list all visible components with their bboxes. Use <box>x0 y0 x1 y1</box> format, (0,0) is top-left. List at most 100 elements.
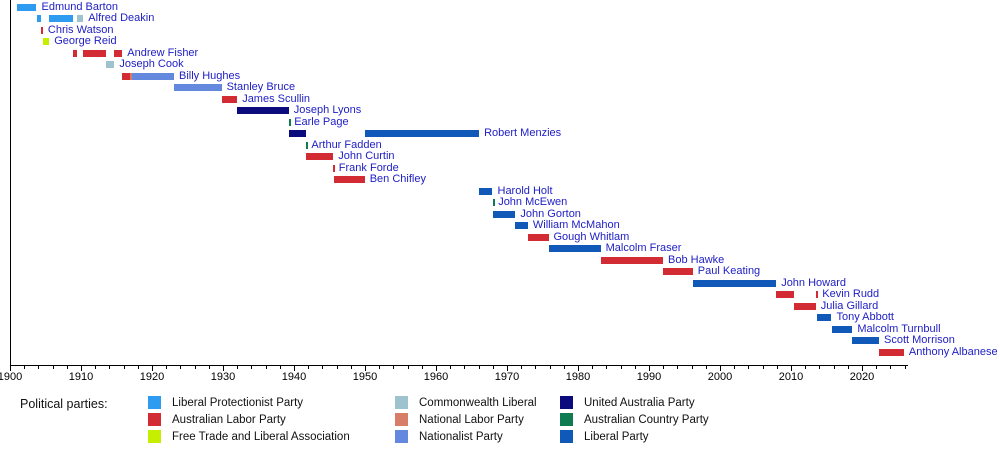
pm-label: Earle Page <box>294 115 349 128</box>
term-bar <box>305 141 308 149</box>
minor-tick <box>450 365 452 369</box>
legend-swatch <box>395 413 408 426</box>
major-tick <box>294 365 295 371</box>
legend-item-label: Liberal Party <box>584 431 649 443</box>
pm-label: Paul Keating <box>697 265 761 277</box>
major-tick <box>436 365 437 371</box>
minor-tick <box>677 365 679 369</box>
y-axis-line <box>10 0 11 365</box>
term-bar <box>493 210 516 218</box>
term-bar <box>492 199 495 206</box>
minor-tick <box>251 365 253 369</box>
pm-label: Robert Menzies <box>484 127 562 139</box>
major-tick <box>649 365 650 371</box>
minor-tick <box>180 365 182 369</box>
minor-tick <box>478 365 480 369</box>
minor-tick <box>663 365 665 369</box>
minor-tick <box>265 365 267 369</box>
minor-tick <box>123 365 125 369</box>
minor-tick <box>833 365 835 369</box>
term-bar <box>815 291 818 298</box>
pm-label: Julia Gillard <box>820 299 879 312</box>
x-tick-label: 1980 <box>565 371 591 383</box>
legend-item-label: Free Trade and Liberal Association <box>172 431 350 443</box>
minor-tick <box>521 365 523 369</box>
term-bar <box>221 95 238 103</box>
minor-tick <box>308 365 310 369</box>
minor-tick <box>52 365 54 369</box>
legend-swatch <box>560 396 573 409</box>
term-bar <box>306 153 334 160</box>
term-bar <box>364 130 480 137</box>
minor-tick <box>421 365 423 369</box>
x-tick-label: 1940 <box>281 371 307 383</box>
term-bar <box>49 15 73 22</box>
pm-label: Edmund Barton <box>41 0 118 13</box>
x-axis-line <box>10 365 909 366</box>
pm-label: Tony Abbott <box>836 311 895 323</box>
pm-label: John McEwen <box>498 196 568 208</box>
minor-tick <box>350 365 352 369</box>
term-bar <box>663 268 693 275</box>
x-tick-label: 1970 <box>494 371 520 383</box>
pm-label: Stanley Bruce <box>226 81 296 93</box>
minor-tick <box>109 365 111 369</box>
legend-item-label: Australian Country Party <box>584 414 709 426</box>
term-bar <box>122 72 130 80</box>
major-tick <box>720 365 721 371</box>
term-bar <box>852 337 879 344</box>
term-bar <box>831 325 853 333</box>
pm-label: Arthur Fadden <box>311 138 382 151</box>
minor-tick <box>137 365 139 369</box>
minor-tick <box>24 365 26 369</box>
pm-label: Joseph Cook <box>119 58 184 70</box>
x-tick-label: 1910 <box>68 371 94 383</box>
pm-label: John Gorton <box>520 207 581 220</box>
term-bar <box>776 291 795 298</box>
legend-swatch <box>395 430 408 443</box>
minor-tick <box>776 365 778 369</box>
legend-item-label: Liberal Protectionist Party <box>172 397 304 409</box>
major-tick <box>223 365 224 371</box>
minor-tick <box>847 365 849 369</box>
major-tick <box>507 365 508 371</box>
minor-tick <box>748 365 750 369</box>
pm-label: William McMahon <box>532 219 620 231</box>
pm-label: Malcolm Turnbull <box>857 322 941 335</box>
pm-label: Chris Watson <box>47 23 114 36</box>
minor-tick <box>535 365 537 369</box>
pm-label: Kevin Rudd <box>822 288 880 300</box>
pm-label: George Reid <box>54 35 117 47</box>
term-bar <box>879 348 904 356</box>
pm-label: John Howard <box>781 276 847 289</box>
x-tick-label: 2020 <box>849 371 875 383</box>
term-bar <box>289 130 306 137</box>
minor-tick <box>876 365 878 369</box>
term-bar <box>527 233 549 241</box>
term-bar <box>105 61 115 68</box>
minor-tick <box>734 365 736 369</box>
major-tick <box>81 365 82 371</box>
pm-label: John Curtin <box>338 150 395 162</box>
pm-label: Anthony Albanese <box>908 345 998 358</box>
legend-swatch <box>560 430 573 443</box>
minor-tick <box>166 365 168 369</box>
pm-label: James Scullin <box>242 92 311 105</box>
minor-tick <box>279 365 281 369</box>
term-bar <box>288 118 291 126</box>
minor-tick <box>705 365 707 369</box>
minor-tick <box>805 365 807 369</box>
pm-label: Andrew Fisher <box>127 46 199 59</box>
major-tick <box>152 365 153 371</box>
term-bar <box>174 84 222 91</box>
term-bar <box>42 38 50 45</box>
term-bar <box>817 314 832 321</box>
minor-tick <box>66 365 68 369</box>
major-tick <box>365 365 366 371</box>
term-bar <box>40 26 43 34</box>
legend-swatch <box>560 413 573 426</box>
minor-tick <box>379 365 381 369</box>
x-tick-label: 1990 <box>636 371 662 383</box>
minor-tick <box>393 365 395 369</box>
x-tick-label: 1930 <box>210 371 236 383</box>
